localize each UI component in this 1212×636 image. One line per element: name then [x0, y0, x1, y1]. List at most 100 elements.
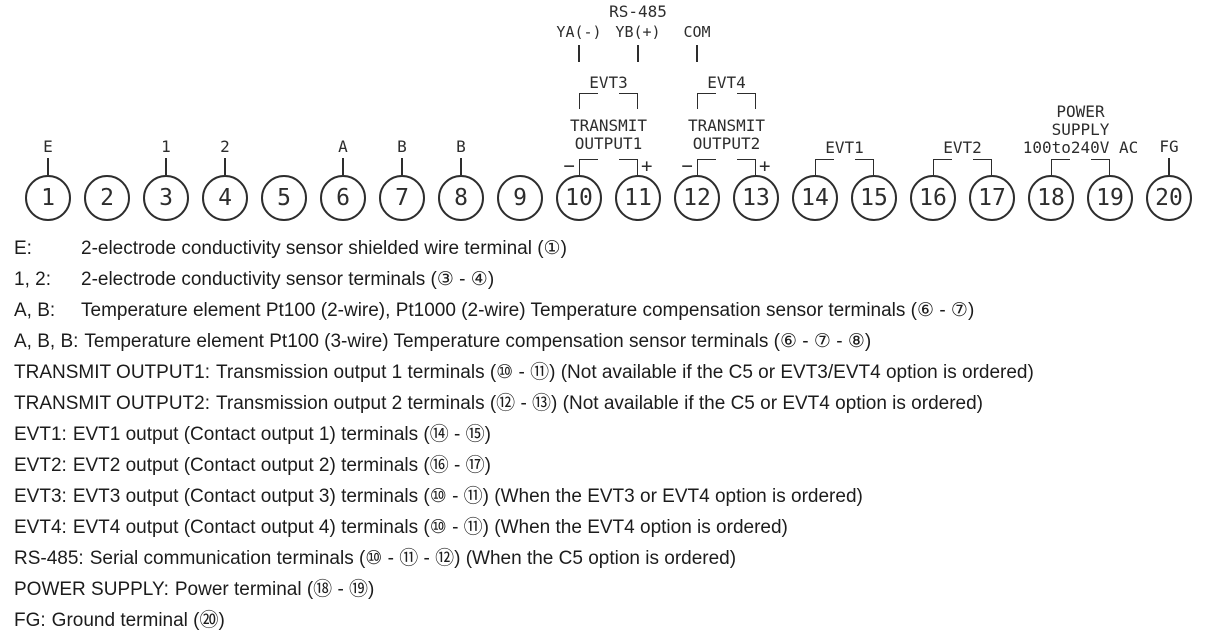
- bracket-corner-left: [933, 159, 952, 175]
- legend-description: Temperature element Pt100 (3-wire) Tempe…: [84, 331, 872, 352]
- terminal-circle-12: 12: [674, 175, 720, 221]
- legend-description: Ground terminal (⑳): [51, 610, 225, 631]
- terminal-number: 20: [1155, 185, 1183, 211]
- terminal-circle-18: 18: [1028, 175, 1074, 221]
- legend: E: 2-electrode conductivity sensor shield…: [14, 233, 1034, 636]
- option-bracket-label-evt4: EVT4: [707, 73, 746, 92]
- legend-term-label: 1, 2:: [14, 269, 51, 290]
- terminal-number: 9: [513, 185, 527, 211]
- terminal-circle-17: 17: [969, 175, 1015, 221]
- legend-description: Power terminal (⑱ - ⑲): [174, 579, 375, 600]
- rs485-pin-label: YA(-): [556, 23, 602, 41]
- pin-lead-line: [342, 158, 344, 175]
- bracket-corner-right: [619, 93, 638, 109]
- pin-lead-line: [460, 158, 462, 175]
- terminal-number: 7: [395, 185, 409, 211]
- terminal-circle-13: 13: [733, 175, 779, 221]
- pair-bracket-label-line: POWER: [1056, 102, 1105, 121]
- terminal-circle-15: 15: [851, 175, 897, 221]
- legend-term-label: POWER SUPPLY:: [14, 579, 169, 600]
- pin-label-b: B: [456, 137, 466, 156]
- terminal-number: 12: [683, 185, 711, 211]
- plus-sign: +: [641, 155, 653, 177]
- pin-label-2: 2: [220, 137, 230, 156]
- pin-lead-line: [165, 158, 167, 175]
- terminal-number: 1: [41, 185, 55, 211]
- terminal-circle-6: 6: [320, 175, 366, 221]
- terminal-circle-2: 2: [84, 175, 130, 221]
- wiring-diagram-page: 1 2 3 4 5 6 7 8 9 10 11 12 13 14 15 16 17 18 19 20 E 1 2 A B B FG R…: [14, 2, 1192, 631]
- legend-term-label: EVT3:: [14, 486, 67, 507]
- legend-line: A, B, B: Temperature element Pt100 (3-wir…: [14, 326, 1034, 357]
- bracket-corner-right: [855, 159, 874, 175]
- bracket-corner-right: [1091, 159, 1110, 175]
- legend-line: TRANSMIT OUTPUT1: Transmission output 1 t…: [14, 357, 1034, 388]
- terminal-number: 10: [565, 185, 593, 211]
- legend-description: 2-electrode conductivity sensor terminal…: [81, 269, 495, 290]
- transmit-label-line: OUTPUT2: [692, 134, 761, 153]
- legend-description: Transmission output 2 terminals (⑫ - ⑬) …: [216, 393, 983, 414]
- rs485-title: RS-485: [609, 2, 667, 21]
- pair-bracket-label-line: 100to240V AC: [1022, 138, 1139, 157]
- terminal-number: 11: [624, 185, 652, 211]
- pin-label-1: 1: [161, 137, 171, 156]
- pin-lead-line: [401, 158, 403, 175]
- bracket-corner-left: [1051, 159, 1070, 175]
- pin-label-fg: FG: [1159, 137, 1179, 156]
- bracket-corner-right: [619, 159, 638, 175]
- legend-description: Transmission output 1 terminals (⑩ - ⑪) …: [216, 362, 1034, 383]
- option-bracket-label-evt3: EVT3: [589, 73, 628, 92]
- legend-line: EVT2: EVT2 output (Contact output 2) term…: [14, 450, 1034, 481]
- terminal-circle-19: 19: [1087, 175, 1133, 221]
- rs485-pin-line: [637, 45, 639, 62]
- terminal-circle-20: 20: [1146, 175, 1192, 221]
- legend-description: EVT4 output (Contact output 4) terminals…: [72, 517, 788, 538]
- legend-term-label: TRANSMIT OUTPUT2:: [14, 393, 210, 414]
- terminal-circle-4: 4: [202, 175, 248, 221]
- pin-label-b: B: [397, 137, 407, 156]
- bracket-corner-right: [973, 159, 992, 175]
- legend-line: FG: Ground terminal (⑳): [14, 605, 1034, 636]
- legend-term-label: A, B:: [14, 300, 56, 321]
- terminal-circle-8: 8: [438, 175, 484, 221]
- terminal-circle-14: 14: [792, 175, 838, 221]
- legend-line: TRANSMIT OUTPUT2: Transmission output 2 t…: [14, 388, 1034, 419]
- rs485-pin-label: COM: [683, 23, 711, 41]
- terminal-circle-16: 16: [910, 175, 956, 221]
- legend-description: 2-electrode conductivity sensor shielded…: [81, 238, 567, 259]
- legend-term-label: EVT1:: [14, 424, 67, 445]
- pair-bracket-label-line: SUPPLY: [1051, 120, 1110, 139]
- pin-lead-line: [47, 158, 49, 175]
- legend-description: EVT1 output (Contact output 1) terminals…: [72, 424, 491, 445]
- legend-term-label: E:: [14, 238, 32, 259]
- terminal-circle-9: 9: [497, 175, 543, 221]
- legend-description: Serial communication terminals (⑩ - ⑪ - …: [89, 548, 737, 569]
- rs485-pin-line: [578, 45, 580, 62]
- rs485-pin-label: YB(+): [615, 23, 661, 41]
- bracket-corner-left: [697, 93, 716, 109]
- legend-line: RS-485: Serial communication terminals (⑩…: [14, 543, 1034, 574]
- legend-line: POWER SUPPLY: Power terminal (⑱ - ⑲): [14, 574, 1034, 605]
- bracket-corner-left: [579, 159, 598, 175]
- terminal-number: 17: [978, 185, 1006, 211]
- legend-line: A, B: Temperature element Pt100 (2-wire),…: [14, 295, 1034, 326]
- bracket-corner-left: [697, 159, 716, 175]
- bracket-corner-right: [737, 159, 756, 175]
- legend-description: EVT2 output (Contact output 2) terminals…: [72, 455, 491, 476]
- legend-term-label: A, B, B:: [14, 331, 79, 352]
- bracket-corner-left: [579, 93, 598, 109]
- legend-line: EVT4: EVT4 output (Contact output 4) term…: [14, 512, 1034, 543]
- legend-term-label: TRANSMIT OUTPUT1:: [14, 362, 210, 383]
- terminal-number: 18: [1037, 185, 1065, 211]
- terminal-circle-10: 10: [556, 175, 602, 221]
- pin-lead-line: [1168, 158, 1170, 175]
- legend-description: Temperature element Pt100 (2-wire), Pt10…: [81, 300, 975, 321]
- pair-bracket-label-line: EVT1: [825, 138, 864, 157]
- legend-line: E: 2-electrode conductivity sensor shield…: [14, 233, 1034, 264]
- terminal-number: 6: [336, 185, 350, 211]
- terminal-number: 13: [742, 185, 770, 211]
- terminal-number: 8: [454, 185, 468, 211]
- terminal-number: 2: [100, 185, 114, 211]
- terminal-circle-5: 5: [261, 175, 307, 221]
- pin-label-e: E: [43, 137, 53, 156]
